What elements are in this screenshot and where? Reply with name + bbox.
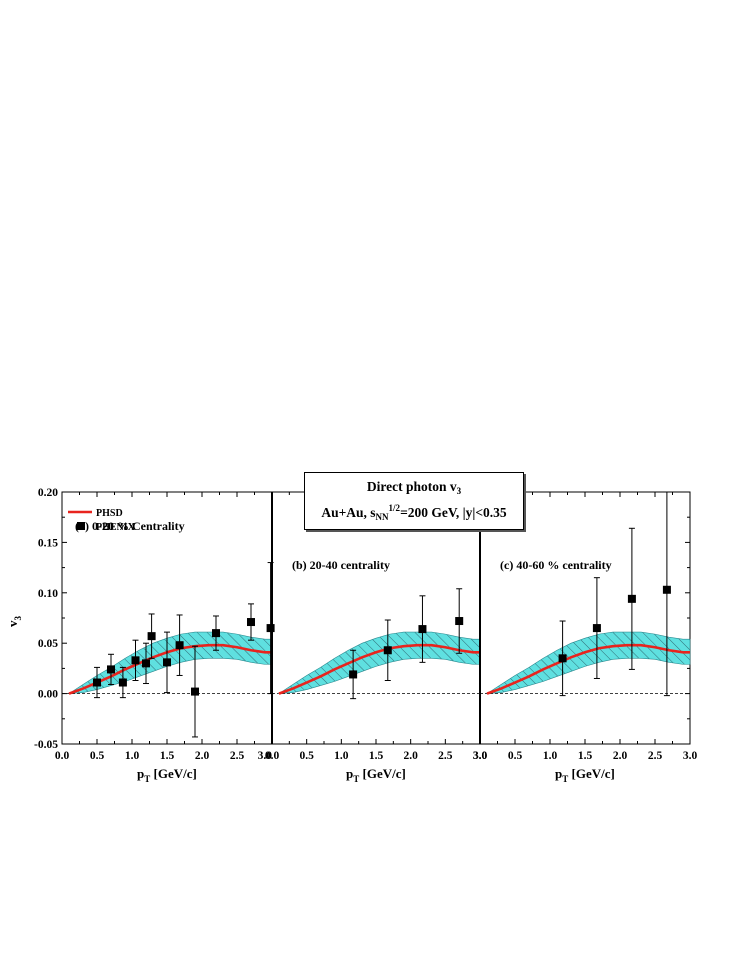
phenix-data-point bbox=[418, 625, 427, 634]
y-tick-label: 0.20 bbox=[38, 487, 58, 499]
y-tick-label: 0.15 bbox=[38, 537, 58, 549]
phenix-data-point bbox=[627, 594, 636, 603]
x-tick-label: 3.0 bbox=[473, 750, 488, 762]
phsd-curve bbox=[486, 643, 690, 695]
phenix-data-point bbox=[142, 659, 150, 668]
y-axis-label: v3 bbox=[5, 616, 23, 628]
x-axis-label-sub: T bbox=[144, 774, 150, 784]
phenix-data-point bbox=[163, 658, 171, 667]
x-tick-label: 1.5 bbox=[160, 750, 175, 762]
figure-title-sub: 3 bbox=[456, 486, 462, 496]
x-axis-label-units: [GeV/c] bbox=[150, 766, 197, 781]
y-tick-label: 0.05 bbox=[38, 638, 58, 650]
x-axis-label-sub: T bbox=[562, 774, 568, 784]
x-tick-label: 2.0 bbox=[195, 750, 210, 762]
x-axis-label: pT [GeV/c] bbox=[555, 766, 615, 784]
phenix-data-point bbox=[93, 678, 101, 687]
figure-title-box: Direct photon v3 Au+Au, sNN1/2=200 GeV, … bbox=[304, 472, 524, 530]
panel-label: (a) 0-20 % Centrality bbox=[75, 519, 185, 533]
y-axis-label-sub: 3 bbox=[13, 616, 23, 621]
phenix-data-point bbox=[107, 665, 115, 674]
legend-phenix-label: PHENIX bbox=[96, 522, 136, 533]
x-tick-label: 0.5 bbox=[508, 750, 523, 762]
x-tick-label: 2.0 bbox=[613, 750, 628, 762]
x-tick-label: 2.5 bbox=[648, 750, 663, 762]
phenix-data-point bbox=[247, 618, 255, 627]
x-axis-label-main: p bbox=[137, 766, 144, 781]
panel-label: (b) 20-40 centrality bbox=[292, 558, 390, 572]
phenix-data-point bbox=[212, 629, 220, 638]
panel-3: 3.0 0.5 1.0 1.5 2.0 2.5 3.0 (c) 40-60 % central… bbox=[473, 491, 698, 784]
y-tick-label: -0.05 bbox=[34, 739, 58, 751]
legend-phenix-swatch bbox=[77, 522, 85, 530]
phenix-data-point bbox=[558, 654, 567, 663]
legend: PHSD PHENIX bbox=[68, 508, 136, 533]
phsd-curve bbox=[68, 643, 272, 695]
x-tick-label: 2.0 bbox=[403, 750, 418, 762]
x-tick-label: 3.0 bbox=[683, 750, 698, 762]
phsd-curve bbox=[278, 643, 480, 695]
panel-1: 0.0 0.5 1.0 1.5 2.0 2.5 3.0 -0.05 0.00 0.05 0.10 0.… bbox=[5, 487, 275, 784]
figure-title-half: 1/2 bbox=[388, 503, 401, 513]
y-axis-label-main: v bbox=[5, 620, 20, 627]
phenix-data-point bbox=[266, 624, 275, 633]
phenix-data-point bbox=[592, 624, 601, 633]
x-tick-label: 1.0 bbox=[543, 750, 558, 762]
panel-2: 0.0 0.5 1.0 1.5 2.0 2.5 3.0 (b) 20-40 centralit… bbox=[265, 491, 488, 784]
panel-label: (c) 40-60 % centrality bbox=[500, 558, 612, 572]
figure-title-line1: Direct photon v3 bbox=[305, 479, 523, 496]
phsd-uncertainty-band bbox=[277, 631, 481, 694]
phenix-data-point bbox=[455, 617, 464, 626]
phenix-data-point bbox=[118, 678, 127, 687]
panels-group: 0.0 0.5 1.0 1.5 2.0 2.5 3.0 -0.05 0.00 0.05 0.10 0.… bbox=[5, 487, 697, 784]
phenix-data-point bbox=[131, 656, 140, 665]
x-tick-label: 2.5 bbox=[438, 750, 453, 762]
x-tick-label: 0.0 bbox=[265, 750, 280, 762]
x-tick-label: 1.5 bbox=[578, 750, 593, 762]
phenix-data-point bbox=[383, 646, 392, 655]
x-axis-label-sub: T bbox=[353, 774, 359, 784]
figure-title-main: Direct photon v bbox=[366, 479, 457, 494]
x-axis-label-main: p bbox=[346, 766, 353, 781]
figure-title-line2: Au+Au, sNN1/2=200 GeV, |y|<0.35 bbox=[305, 503, 523, 522]
x-tick-label: 1.0 bbox=[125, 750, 140, 762]
x-axis-label-units: [GeV/c] bbox=[359, 766, 406, 781]
x-tick-label: 3.0 bbox=[258, 750, 273, 762]
x-tick-label: 0.0 bbox=[55, 750, 70, 762]
figure-title-system: Au+Au, s bbox=[321, 505, 376, 520]
y-tick-label: 0.10 bbox=[38, 588, 58, 600]
figure-title-nn: NN bbox=[375, 512, 389, 522]
phenix-data-point bbox=[662, 585, 671, 594]
phsd-uncertainty-band bbox=[486, 631, 691, 694]
x-axis-label: pT [GeV/c] bbox=[137, 766, 197, 784]
x-tick-label: 1.0 bbox=[334, 750, 349, 762]
x-axis-label-main: p bbox=[555, 766, 562, 781]
y-tick-label: 0.00 bbox=[38, 689, 58, 701]
x-tick-label: 1.5 bbox=[369, 750, 384, 762]
x-tick-label: 2.5 bbox=[230, 750, 245, 762]
x-tick-label: 3.0 bbox=[473, 750, 488, 762]
phenix-data-point bbox=[175, 641, 184, 650]
x-axis-label-units: [GeV/c] bbox=[568, 766, 615, 781]
x-tick-label: 0.5 bbox=[299, 750, 314, 762]
figure-title-energy: =200 GeV, |y|<0.35 bbox=[400, 505, 507, 520]
x-tick-label: 0.5 bbox=[90, 750, 105, 762]
legend-phsd-label: PHSD bbox=[96, 508, 123, 519]
phenix-data-point bbox=[349, 670, 358, 679]
x-axis-label: pT [GeV/c] bbox=[346, 766, 406, 784]
phenix-data-point bbox=[191, 687, 199, 696]
phenix-data-point bbox=[147, 632, 156, 641]
